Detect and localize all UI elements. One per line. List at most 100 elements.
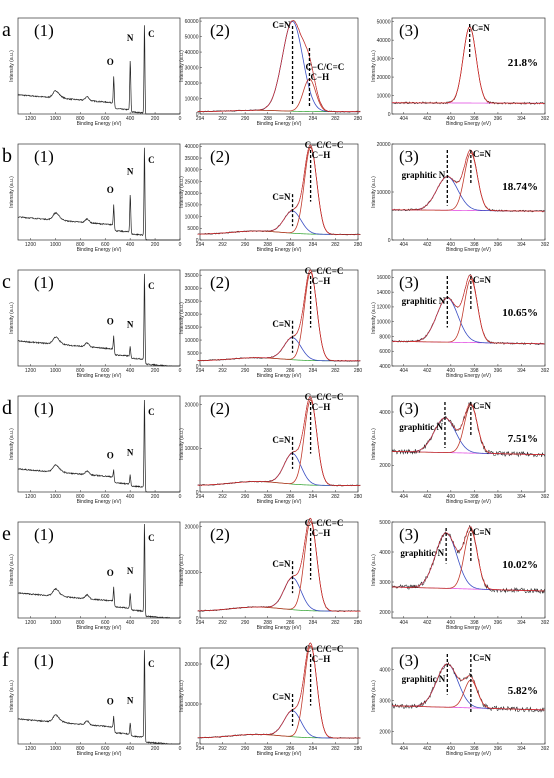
row-label-e: e [2, 523, 11, 545]
c1s-xtick-label-5: 284 [309, 116, 318, 122]
n1s-xlabel: Binding Energy (eV) [446, 499, 491, 505]
c1s-panel-label: (2) [210, 651, 230, 670]
n1s-xtick-label-1: 402 [423, 620, 432, 626]
c1s-label-cn: C≡N [272, 692, 291, 702]
c1s-xtick-label-7: 280 [354, 116, 363, 122]
c1s-ytick-label-4: 20000 [185, 191, 199, 197]
c1s-fit-cc [197, 78, 361, 113]
survey-peak-C: C [148, 407, 155, 417]
c1s-xtick-label-3: 288 [264, 746, 273, 752]
n1s-ylabel: Intensity (a.u.) [371, 50, 377, 82]
survey-xtick-label-5: 200 [151, 494, 160, 500]
n1s-label-graphitic: graphitic N [402, 296, 446, 306]
n1s-xtick-label-5: 394 [517, 620, 526, 626]
n1s-envelope [391, 149, 545, 212]
c1s-ytick-label-7: 35000 [185, 273, 199, 279]
c1s-envelope [197, 144, 361, 235]
c1s-ytick-label-1: 10000 [185, 702, 199, 708]
c1s-xtick-label-0: 294 [196, 494, 205, 500]
c1s-xlabel: Binding Energy (eV) [257, 625, 302, 631]
c1s-label-cn: C≡N [272, 20, 291, 30]
survey-xtick-label-2: 800 [76, 242, 85, 248]
n1s-ytick-label-1: 3000 [379, 580, 390, 586]
n1s-ylabel: Intensity (a.u.) [371, 302, 377, 334]
survey-xtick-label-5: 200 [151, 242, 160, 248]
c1s-panel-e: (2) C≡N C−C/C=CC−H 294 292 290 288 286 284 282 280… [179, 517, 362, 631]
c1s-xtick-label-2: 290 [241, 116, 250, 122]
c1s-xtick-label-6: 282 [331, 620, 340, 626]
c1s-ylabel: Intensity (a.u.) [179, 302, 185, 334]
n1s-xtick-label-3: 398 [470, 620, 479, 626]
survey-peak-C: C [148, 281, 155, 291]
c1s-xlabel: Binding Energy (eV) [257, 247, 302, 253]
c1s-xtick-label-6: 282 [331, 116, 340, 122]
n1s-ytick-label-2: 20000 [377, 142, 391, 148]
row-b: b (1) O N C 1200 1000 800 600 400 200 0 Binding Ener… [2, 140, 549, 253]
n1s-panel-c: (3) C≡N graphitic N 10.65% 404 402 400 398 396 39… [371, 269, 549, 379]
c1s-xtick-label-0: 294 [196, 746, 205, 752]
survey-xtick-label-3: 600 [101, 368, 110, 374]
n1s-xlabel: Binding Energy (eV) [446, 247, 491, 253]
survey-xtick-label-5: 200 [151, 620, 160, 626]
survey-xtick-label-0: 1200 [25, 746, 36, 752]
c1s-ytick-label-2: 10000 [185, 338, 199, 344]
c1s-label-cn: C≡N [272, 319, 291, 329]
survey-xtick-label-6: 0 [179, 620, 182, 626]
survey-xtick-label-4: 400 [126, 242, 135, 248]
n1s-ytick-label-1: 4000 [379, 410, 390, 416]
survey-frame [17, 269, 181, 367]
n1s-xtick-label-5: 394 [517, 116, 526, 122]
survey-ylabel: Intensity (a.u.) [9, 428, 15, 460]
c1s-ytick-label-3: 30000 [185, 65, 199, 71]
n1s-label-cn: C≡N [472, 23, 491, 33]
n1s-envelope [392, 26, 545, 104]
c1s-ytick-label-0: 0 [196, 112, 199, 118]
survey-peak-N: N [127, 167, 134, 177]
n1s-ytick-label-5: 50000 [377, 19, 391, 25]
c1s-xtick-label-2: 290 [241, 620, 250, 626]
n1s-panel-a: (3) C≡N 21.8% 404 402 400 398 396 394 392 Binding … [371, 17, 549, 127]
c1s-ylabel: Intensity (a.u.) [179, 176, 185, 208]
survey-xtick-label-6: 0 [179, 494, 182, 500]
survey-frame [17, 17, 181, 115]
c1s-label-ch: C−H [312, 150, 331, 160]
c1s-ytick-label-4: 20000 [185, 312, 199, 318]
c1s-ytick-label-1: 5000 [187, 351, 198, 357]
c1s-label-ch: C−H [312, 276, 331, 286]
c1s-xtick-label-3: 288 [264, 494, 273, 500]
c1s-frame [199, 143, 359, 241]
n1s-xtick-label-6: 392 [541, 494, 550, 500]
survey-xtick-label-5: 200 [151, 116, 160, 122]
c1s-ytick-label-0: 0 [196, 364, 199, 370]
survey-peak-N: N [127, 696, 134, 706]
c1s-ytick-label-6: 30000 [185, 168, 199, 174]
c1s-ylabel: Intensity (a.u.) [179, 554, 185, 586]
survey-peak-N: N [127, 33, 134, 43]
c1s-ytick-label-5: 25000 [185, 179, 199, 185]
survey-xlabel: Binding Energy (eV) [77, 373, 122, 379]
n1s-envelope [391, 402, 545, 455]
c1s-fit-cn [197, 577, 361, 612]
survey-peak-N: N [127, 320, 134, 330]
n1s-envelope [391, 274, 545, 345]
survey-xtick-label-3: 600 [101, 242, 110, 248]
c1s-label-cn: C≡N [272, 435, 291, 445]
c1s-envelope [197, 518, 361, 612]
c1s-background [197, 481, 361, 486]
c1s-xtick-label-6: 282 [331, 746, 340, 752]
c1s-ytick-label-5: 25000 [185, 299, 199, 305]
n1s-panel-label: (3) [399, 525, 419, 544]
n1s-panel-e: (3) C≡N graphitic N 10.02% 404 402 400 398 396 39… [371, 520, 549, 631]
n1s-xtick-label-2: 400 [447, 620, 456, 626]
c1s-xtick-label-2: 290 [241, 494, 250, 500]
survey-xtick-label-4: 400 [126, 494, 135, 500]
n1s-xlabel: Binding Energy (eV) [446, 751, 491, 757]
c1s-panel-label: (2) [210, 21, 230, 40]
survey-spectrum [17, 400, 180, 493]
n1s-ytick-label-3: 30000 [377, 56, 391, 62]
c1s-ytick-label-2: 20000 [185, 81, 199, 87]
survey-xtick-label-5: 200 [151, 368, 160, 374]
n1s-ytick-label-2: 8000 [379, 334, 390, 340]
c1s-label-cc: C−C/C=C [305, 266, 344, 276]
